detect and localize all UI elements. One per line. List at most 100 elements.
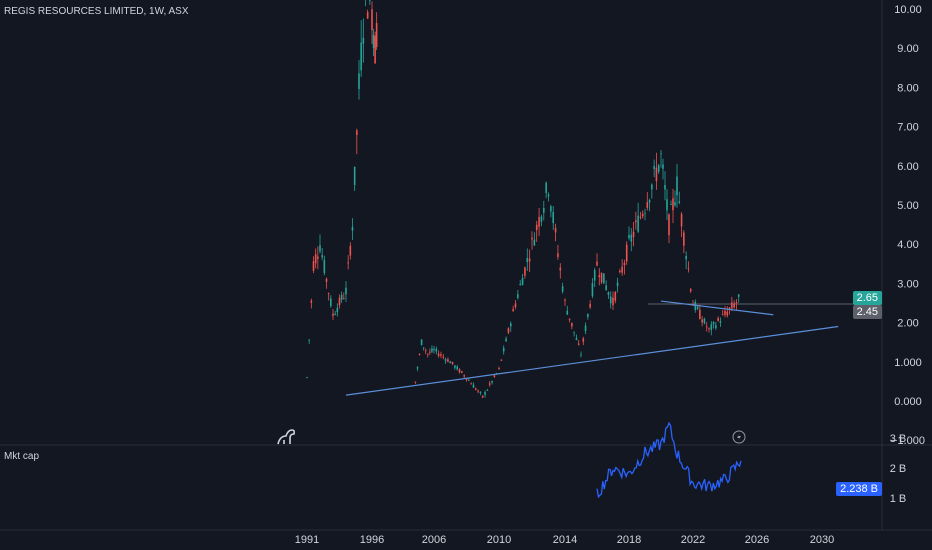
candle-body (653, 165, 655, 170)
candle-body (566, 310, 569, 315)
candle-body (470, 383, 472, 385)
candle-body (535, 224, 538, 231)
candle-body (619, 270, 621, 272)
candle-body (349, 245, 352, 256)
price-tick-label: 0.000 (894, 396, 922, 408)
candle-body (351, 226, 354, 231)
candle-body (332, 313, 334, 316)
candle-body (737, 294, 740, 297)
time-tick-label: 1996 (360, 534, 384, 546)
trendlines[interactable] (345, 300, 839, 396)
candle-body (721, 314, 724, 316)
lightning-icon[interactable] (732, 430, 746, 444)
candle-body (670, 203, 672, 205)
price-tick-label: 4.00 (897, 239, 918, 251)
candle-body (701, 319, 703, 323)
candle-body (456, 366, 459, 370)
candle-body (325, 278, 328, 282)
candle-body (458, 369, 461, 373)
candle-body (589, 303, 591, 308)
trendline[interactable] (345, 325, 839, 396)
candle-body (375, 23, 378, 48)
mktcap-value-label: 2.238 B (836, 482, 882, 496)
candle-body (621, 266, 623, 273)
candle-body (545, 182, 547, 194)
candle-body (308, 339, 310, 341)
candle-body (493, 375, 496, 377)
candle-body (447, 359, 449, 362)
candle-body (655, 167, 658, 182)
candle-body (554, 228, 557, 233)
price-tick-label: 7.00 (897, 122, 918, 134)
candle-body (672, 198, 674, 211)
candle-body (319, 245, 321, 252)
candle-body (552, 212, 555, 224)
candle-body (657, 165, 660, 172)
candle-body (372, 35, 375, 49)
candle-body (542, 208, 545, 213)
candle-body (353, 166, 356, 186)
time-tick-label: 2006 (422, 534, 446, 546)
candle-body (664, 184, 666, 190)
candle-body (641, 213, 644, 217)
candle-body (340, 294, 343, 300)
candle-body (735, 302, 738, 304)
candle-body (431, 348, 433, 352)
candle-body (710, 324, 713, 331)
candle-body (502, 348, 505, 352)
candle-body (512, 309, 514, 312)
last-price-label: 2.65 (852, 291, 882, 305)
candle-body (498, 368, 500, 369)
candle-body (699, 309, 701, 320)
candle-body (449, 361, 452, 364)
time-axis[interactable]: 1991 1996 2006 2010 2014 2018 2022 2026 2030 (295, 534, 834, 546)
candle-body (644, 212, 646, 214)
time-tick-label: 2014 (553, 534, 577, 546)
candle-body (429, 351, 431, 353)
candle-body (418, 354, 421, 355)
candle-body (561, 286, 564, 292)
candle-body (435, 348, 438, 352)
dino-logo-icon[interactable] (277, 429, 296, 445)
candle-body (584, 325, 587, 332)
candle-body (712, 322, 715, 325)
candle-body (451, 361, 454, 364)
candle-body (440, 354, 442, 356)
mktcap-line (596, 421, 742, 499)
candle-body (517, 294, 519, 298)
candle-body (598, 275, 601, 278)
candle-body (635, 220, 637, 223)
candle-body (360, 42, 362, 71)
candle-body (427, 353, 429, 355)
candle-body (568, 318, 571, 320)
candle-body (526, 258, 529, 263)
candle-body (689, 289, 692, 292)
candle-body (336, 307, 339, 313)
candle-body (591, 283, 594, 297)
candle-body (424, 350, 427, 352)
candle-body (356, 130, 358, 136)
candle-body (731, 302, 733, 309)
candle-body (708, 327, 710, 329)
candle-body (362, 37, 365, 44)
price-tick-label: −1.000 (891, 435, 925, 447)
candle-body (486, 389, 489, 391)
candle-body (472, 384, 475, 388)
candle-body (369, 0, 371, 1)
candle-body (491, 380, 493, 383)
candle-body (575, 337, 578, 340)
candle-body (637, 215, 639, 232)
candle-body (628, 235, 630, 239)
candle-body (596, 261, 598, 266)
candle-body (662, 164, 664, 169)
trendline[interactable] (660, 300, 774, 316)
price-axis[interactable]: 10.00 9.00 8.00 7.00 6.00 5.00 4.00 3.00 2.00 1.0… (891, 4, 925, 447)
candle-body (648, 200, 651, 203)
candle-body (607, 292, 610, 296)
candle-body (481, 395, 484, 398)
candle-body (582, 338, 585, 342)
price-tick-label: 3.00 (897, 278, 918, 290)
candle-body (717, 318, 719, 321)
candle-body (559, 267, 562, 271)
